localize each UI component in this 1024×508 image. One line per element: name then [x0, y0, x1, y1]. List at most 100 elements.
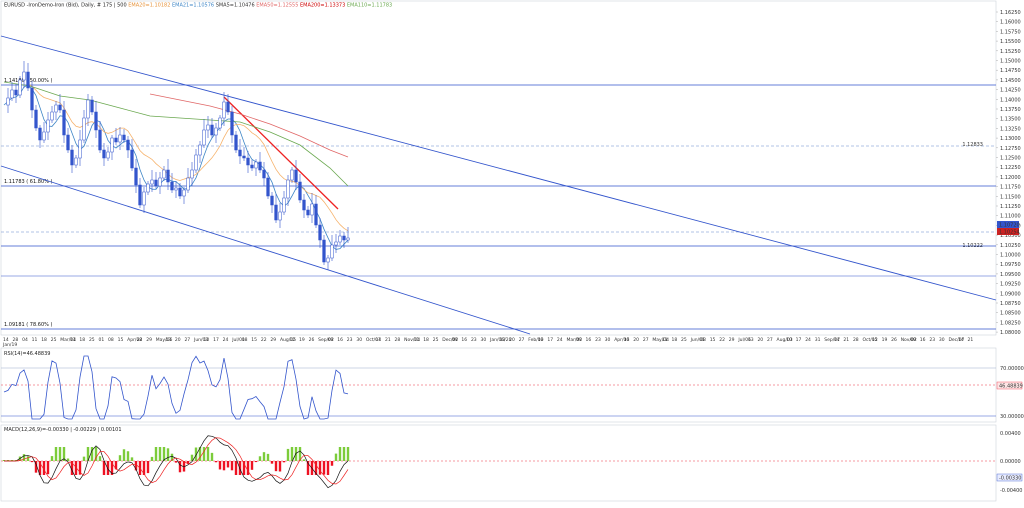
- candle-body[interactable]: [298, 181, 302, 201]
- candle-body[interactable]: [86, 99, 90, 119]
- candle-body[interactable]: [186, 177, 190, 191]
- candle-body[interactable]: [18, 79, 22, 96]
- candle-body[interactable]: [302, 199, 306, 211]
- candle-body[interactable]: [338, 235, 342, 243]
- candle-body[interactable]: [118, 134, 122, 143]
- candle-body[interactable]: [182, 189, 186, 197]
- candle-body[interactable]: [78, 139, 82, 159]
- candle-body[interactable]: [50, 111, 54, 121]
- candle-body[interactable]: [198, 144, 202, 156]
- candle-body[interactable]: [110, 137, 114, 153]
- candle-body[interactable]: [262, 169, 266, 179]
- candle-body[interactable]: [162, 169, 166, 179]
- candle-body[interactable]: [210, 124, 214, 136]
- candle-body[interactable]: [54, 104, 58, 113]
- candle-body[interactable]: [170, 181, 174, 191]
- red-trendline[interactable]: [223, 96, 339, 210]
- candle-body[interactable]: [206, 124, 210, 131]
- candle-body[interactable]: [154, 179, 158, 187]
- candle-body[interactable]: [74, 157, 78, 166]
- candle-body[interactable]: [342, 235, 346, 241]
- channel-upper-line[interactable]: [0, 35, 997, 301]
- candle-body[interactable]: [194, 154, 198, 171]
- candle-body[interactable]: [94, 111, 98, 131]
- candle-body[interactable]: [282, 197, 286, 213]
- candle-body[interactable]: [314, 203, 318, 226]
- candle-body[interactable]: [326, 257, 330, 263]
- candle-body[interactable]: [126, 139, 130, 151]
- candle-body[interactable]: [134, 167, 138, 186]
- candlesticks[interactable]: [6, 61, 350, 270]
- candle-body[interactable]: [14, 89, 18, 96]
- candle-body[interactable]: [42, 131, 46, 141]
- candle-body[interactable]: [158, 177, 162, 187]
- candle-body[interactable]: [226, 101, 230, 113]
- macd-histogram-bar: [222, 461, 226, 471]
- candle-body[interactable]: [174, 187, 178, 191]
- candle-body[interactable]: [150, 179, 154, 185]
- candle-body[interactable]: [310, 203, 314, 216]
- candle-body[interactable]: [218, 117, 222, 129]
- macd-panel[interactable]: [0, 424, 997, 502]
- candle-body[interactable]: [214, 127, 218, 136]
- candle-body[interactable]: [46, 119, 50, 133]
- price-axis-label: 1.09750: [1000, 262, 1021, 268]
- candle-body[interactable]: [278, 211, 282, 221]
- candle-body[interactable]: [346, 237, 350, 241]
- rsi-line[interactable]: [3, 355, 349, 420]
- candle-body[interactable]: [222, 101, 226, 119]
- candle-body[interactable]: [142, 191, 146, 206]
- candle-body[interactable]: [62, 109, 66, 136]
- candle-body[interactable]: [130, 149, 134, 169]
- candle-body[interactable]: [38, 127, 42, 141]
- candle-body[interactable]: [90, 99, 94, 113]
- candle-body[interactable]: [66, 134, 70, 151]
- candle-body[interactable]: [242, 155, 246, 159]
- candle-body[interactable]: [270, 195, 274, 206]
- candle-body[interactable]: [22, 71, 26, 81]
- candle-body[interactable]: [290, 169, 294, 181]
- candle-body[interactable]: [322, 239, 326, 263]
- candle-body[interactable]: [114, 137, 118, 143]
- candle-body[interactable]: [246, 157, 250, 166]
- candle-body[interactable]: [294, 169, 298, 183]
- macd-histogram-bar: [314, 461, 318, 475]
- ema-red-line[interactable]: [149, 93, 349, 158]
- candle-body[interactable]: [178, 187, 182, 197]
- candle-body[interactable]: [26, 71, 30, 89]
- candle-body[interactable]: [138, 184, 142, 206]
- candle-body[interactable]: [306, 209, 310, 216]
- channel-lower-line[interactable]: [0, 165, 531, 335]
- candle-body[interactable]: [238, 149, 242, 157]
- candle-body[interactable]: [266, 177, 270, 197]
- macd-signal-line[interactable]: [4, 437, 349, 485]
- candle-body[interactable]: [106, 151, 110, 159]
- candle-body[interactable]: [70, 149, 74, 166]
- candle-body[interactable]: [34, 109, 38, 129]
- candle-body[interactable]: [258, 161, 262, 171]
- candle-body[interactable]: [58, 104, 62, 111]
- candle-body[interactable]: [230, 111, 234, 136]
- candle-body[interactable]: [6, 97, 10, 106]
- candle-body[interactable]: [190, 169, 194, 179]
- candle-body[interactable]: [10, 89, 14, 99]
- date-axis-label: 18: [423, 337, 429, 343]
- candle-body[interactable]: [286, 179, 290, 199]
- candle-body[interactable]: [146, 183, 150, 193]
- candle-body[interactable]: [274, 204, 278, 221]
- candle-body[interactable]: [202, 129, 206, 146]
- candle-body[interactable]: [250, 164, 254, 169]
- candle-body[interactable]: [166, 169, 170, 183]
- candle-body[interactable]: [82, 117, 86, 141]
- candle-body[interactable]: [234, 134, 238, 151]
- candle-body[interactable]: [98, 129, 102, 151]
- candle-body[interactable]: [330, 244, 334, 259]
- candle-body[interactable]: [30, 87, 34, 111]
- candle-body[interactable]: [318, 224, 322, 241]
- candle-body[interactable]: [254, 161, 258, 169]
- candle-body[interactable]: [334, 241, 338, 246]
- candle-body[interactable]: [102, 149, 106, 159]
- candle-body[interactable]: [122, 134, 126, 141]
